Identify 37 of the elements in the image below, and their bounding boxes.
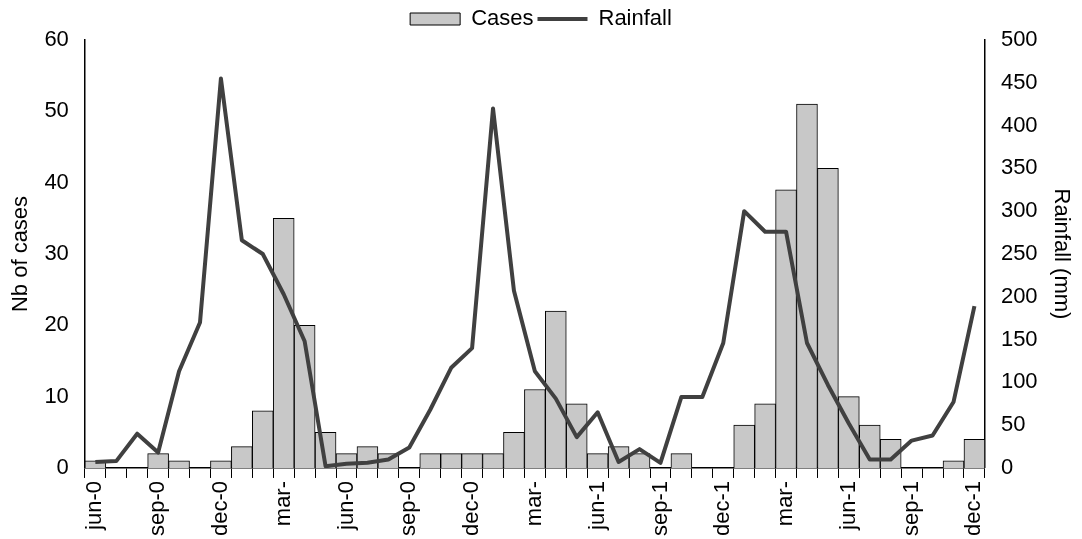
y-tick-label: 30 — [44, 240, 69, 266]
y-tick-label: 10 — [44, 382, 69, 408]
y-tick-label: 60 — [44, 26, 69, 52]
x-tick-label: mar- — [772, 480, 798, 527]
x-tick-label: sep-1 — [646, 480, 672, 537]
y-tick-label: 40 — [44, 168, 69, 194]
y-tick-label: 50 — [44, 97, 69, 123]
legend-label: Cases — [471, 5, 534, 31]
y2-tick-label: 0 — [1000, 454, 1014, 480]
y2-tick-label: 300 — [1000, 197, 1038, 223]
y2-tick-label: 50 — [1000, 411, 1026, 437]
x-tick-label: sep-1 — [897, 480, 923, 537]
y2-tick-label: 100 — [1000, 368, 1038, 394]
x-tick-label: jun-0 — [81, 480, 107, 531]
x-tick-label: mar- — [520, 480, 546, 527]
x-tick-label: dec-1 — [709, 480, 735, 537]
x-tick-label: jun-1 — [834, 480, 860, 531]
y2-tick-label: 450 — [1000, 68, 1038, 94]
y2-axis-title: Rainfall (mm) — [1049, 188, 1075, 320]
y2-tick-label: 500 — [1000, 26, 1038, 52]
legend-label: Rainfall — [598, 5, 672, 31]
x-tick-label: jun-1 — [583, 480, 609, 531]
x-tick-label: mar- — [269, 480, 295, 527]
y2-tick-label: 400 — [1000, 111, 1038, 137]
x-tick-label: dec-0 — [458, 480, 484, 537]
x-tick-label: sep-0 — [144, 480, 170, 537]
y-tick-label: 0 — [56, 454, 69, 480]
x-tick-label: sep-0 — [395, 480, 421, 537]
y2-tick-label: 250 — [1000, 240, 1038, 266]
x-tick-label: dec-0 — [206, 480, 232, 537]
y2-tick-label: 200 — [1000, 282, 1038, 308]
y2-tick-label: 150 — [1000, 325, 1038, 351]
y2-tick-label: 350 — [1000, 154, 1038, 180]
y-tick-label: 20 — [44, 311, 69, 337]
x-tick-label: jun-0 — [332, 480, 358, 531]
y-axis-title: Nb of cases — [7, 195, 33, 313]
x-tick-label: dec-1 — [960, 480, 986, 537]
